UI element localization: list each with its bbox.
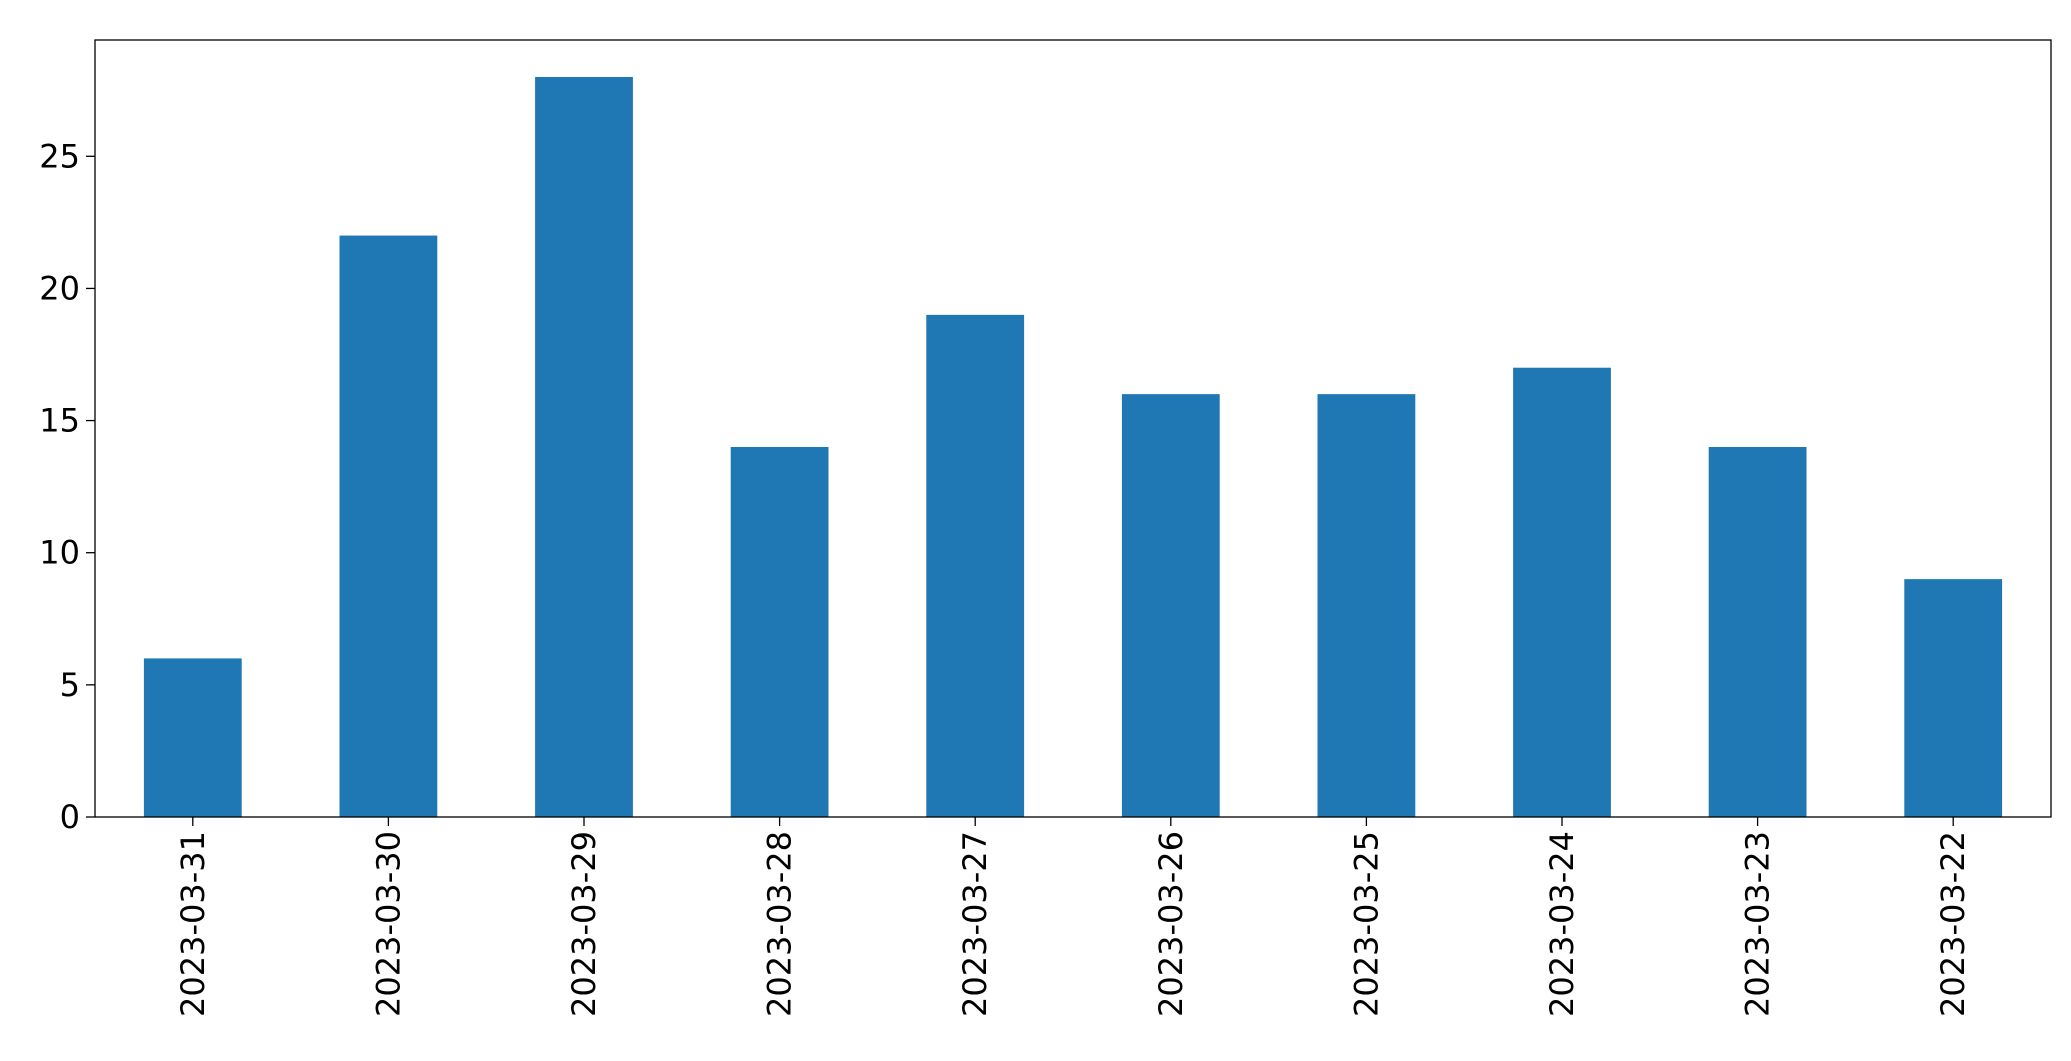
y-tick-label: 20 [39, 269, 80, 307]
x-tick-label: 2023-03-28 [761, 831, 799, 1017]
x-tick-label: 2023-03-26 [1152, 831, 1190, 1017]
bar [1904, 579, 2003, 817]
y-tick-label: 25 [39, 137, 80, 175]
bar [339, 235, 438, 818]
y-tick-label: 5 [60, 666, 80, 704]
bar [1708, 447, 1807, 817]
x-tick-label: 2023-03-27 [956, 831, 994, 1017]
x-tick-label: 2023-03-24 [1543, 831, 1581, 1017]
x-tick-label: 2023-03-23 [1739, 831, 1777, 1017]
x-tick-label: 2023-03-29 [565, 831, 603, 1017]
x-tick-label: 2023-03-31 [174, 831, 212, 1017]
bar [1317, 394, 1416, 817]
y-tick-label: 10 [39, 534, 80, 572]
bar [730, 447, 829, 817]
bar [1513, 367, 1611, 817]
x-tick-label: 2023-03-22 [1934, 831, 1972, 1017]
x-tick-label: 2023-03-25 [1347, 831, 1385, 1017]
bar [926, 314, 1025, 817]
bar [535, 77, 633, 817]
y-tick-label: 0 [60, 798, 80, 836]
plot-frame [94, 39, 2052, 818]
y-tick-label: 15 [39, 402, 80, 440]
x-tick-label: 2023-03-30 [369, 831, 407, 1017]
bar [1121, 394, 1220, 817]
bar [143, 658, 242, 817]
